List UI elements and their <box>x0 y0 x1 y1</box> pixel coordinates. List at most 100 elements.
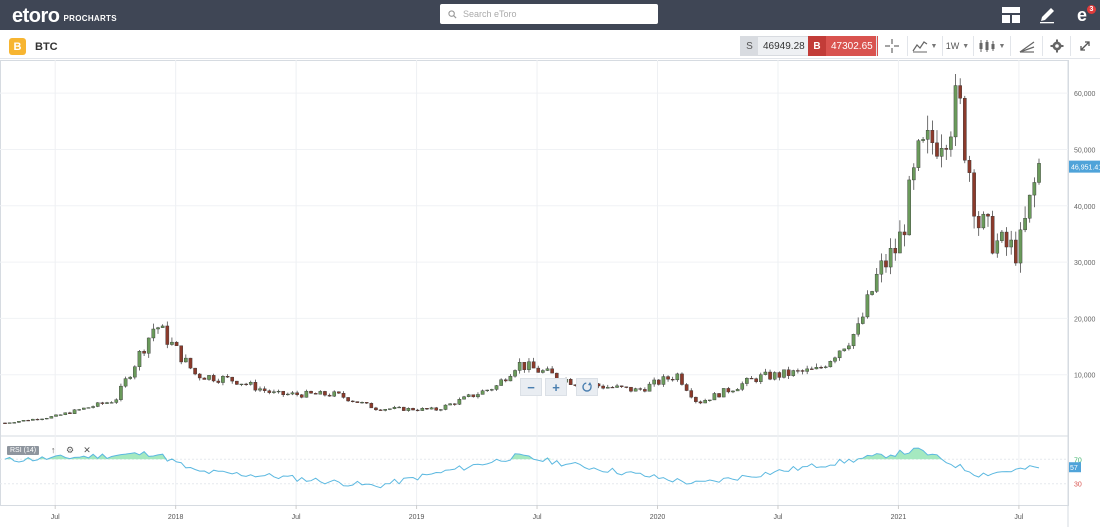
candle-body <box>480 390 485 395</box>
plot-border <box>0 60 1069 506</box>
candle-body <box>717 393 721 398</box>
candle-body <box>262 388 267 391</box>
candle-body <box>128 376 132 379</box>
candle-body <box>698 401 703 404</box>
candle-body <box>842 348 847 352</box>
candle-body <box>972 172 976 217</box>
candle-body <box>953 85 958 138</box>
candle-body <box>721 388 726 398</box>
candle-body <box>332 391 337 397</box>
sell-button[interactable]: S 46949.28 <box>740 36 811 56</box>
instrument-symbol[interactable]: BTC <box>35 41 58 53</box>
reset-zoom-button[interactable] <box>576 378 598 396</box>
rsi-level-label: 70 <box>1074 457 1082 464</box>
y-tick-label: 60,000 <box>1074 91 1096 98</box>
candle-body <box>874 273 879 292</box>
indicators-icon[interactable]: ▼ <box>907 36 941 56</box>
candle-body <box>216 380 221 383</box>
candle-body <box>364 402 369 404</box>
candle-body <box>184 357 188 363</box>
candle-body <box>643 389 647 392</box>
gear-icon[interactable]: ⚙ <box>66 444 75 455</box>
candle-body <box>346 397 350 402</box>
candle-body <box>420 408 425 411</box>
settings-icon[interactable] <box>1042 36 1070 56</box>
candle-body <box>12 422 17 424</box>
layout-icon[interactable] <box>999 3 1023 27</box>
price-chart[interactable]: 60,000 50,000 40,000 30,000 20,000 10,000 46,9… <box>0 60 1100 527</box>
drawing-icon[interactable] <box>1010 36 1042 56</box>
arrow-up-icon[interactable]: ↑ <box>50 445 56 455</box>
candle-body <box>527 361 531 370</box>
rsi-overbought-fill <box>5 448 1039 460</box>
chevron-down-icon: ▼ <box>930 42 938 50</box>
candle-body <box>221 376 225 383</box>
candle-body <box>990 216 995 254</box>
candle-body <box>462 396 466 400</box>
candle-body <box>814 367 819 370</box>
candle-body <box>772 372 777 380</box>
profile-glyph: e <box>1076 4 1087 25</box>
candle-body <box>508 375 513 382</box>
chart-type-icon[interactable]: ▼ <box>973 36 1009 56</box>
search-box[interactable] <box>440 4 658 24</box>
rsi-label[interactable]: RSI (14) <box>7 445 40 455</box>
candle-body <box>939 148 944 157</box>
candle-body <box>828 361 833 368</box>
candle-body <box>907 179 911 236</box>
candle-body <box>912 167 916 181</box>
etoro-logo[interactable]: etoro PROCHARTS <box>12 4 117 26</box>
crosshair-icon[interactable] <box>876 36 906 56</box>
x-tick-label: 2021 <box>891 514 907 521</box>
candle-body <box>258 388 262 391</box>
candle-body <box>930 130 935 144</box>
candle-body <box>675 373 680 381</box>
candle-body <box>44 418 49 420</box>
y-tick-label: 30,000 <box>1074 260 1096 267</box>
close-icon[interactable]: ✕ <box>83 444 91 455</box>
candle-body <box>823 366 828 368</box>
candle-body <box>235 380 239 385</box>
candle-body <box>782 369 786 378</box>
candle-body <box>944 148 949 150</box>
candle-body <box>323 391 327 396</box>
candle-body <box>267 390 272 393</box>
profile-icon[interactable]: e 3 <box>1070 3 1096 27</box>
x-tick-label: 2018 <box>168 514 184 521</box>
candle-body <box>26 420 30 422</box>
candle-body <box>731 390 735 393</box>
timeframe-select[interactable]: 1W ▼ <box>942 36 972 56</box>
candle-body <box>68 412 72 414</box>
candle-body <box>768 371 772 380</box>
candle-body <box>471 394 476 398</box>
candle-body <box>225 376 230 378</box>
buy-price: 47302.65 <box>831 40 873 52</box>
chart-area[interactable]: 60,000 50,000 40,000 30,000 20,000 10,000 46,9… <box>0 60 1100 527</box>
candle-body <box>72 409 77 414</box>
zoom-out-button[interactable]: − <box>520 378 542 396</box>
buy-button[interactable]: B 47302.65 <box>808 36 878 56</box>
current-price-label: 46,951.41 <box>1071 165 1100 172</box>
expand-icon[interactable] <box>1070 36 1098 56</box>
candle-body <box>165 325 170 345</box>
search-input[interactable] <box>463 9 643 19</box>
candle-body <box>388 408 392 410</box>
candle-body <box>91 406 95 408</box>
pencil-icon[interactable] <box>1035 3 1059 27</box>
candle-body <box>541 370 545 373</box>
candle-body <box>318 391 323 395</box>
candle-body <box>1037 163 1041 183</box>
candle-body <box>1027 194 1032 219</box>
candle-body <box>1014 239 1018 264</box>
candle-body <box>133 366 137 378</box>
candle-body <box>837 350 842 359</box>
x-tick-label: Jul <box>51 514 60 521</box>
candle-body <box>517 362 522 371</box>
candle-body <box>244 383 248 386</box>
candle-body <box>401 406 406 411</box>
zoom-in-button[interactable]: + <box>545 378 567 396</box>
candle-body <box>151 328 156 339</box>
candle-body <box>865 294 870 318</box>
candle-body <box>754 378 758 382</box>
candle-body <box>833 357 837 362</box>
